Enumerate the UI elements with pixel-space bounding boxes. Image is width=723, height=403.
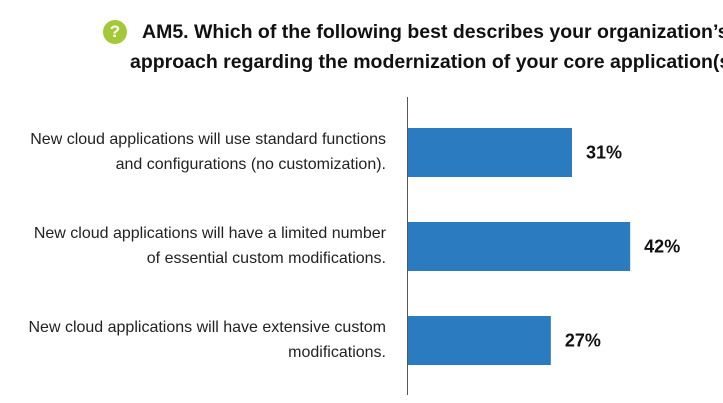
category-label: New cloud applications will have a limit…	[33, 225, 386, 267]
bar	[408, 222, 631, 271]
bar	[408, 316, 551, 365]
data-label: 42%	[644, 237, 680, 257]
question-mark-icon: ?	[103, 20, 127, 44]
category-label: New cloud applications will have extensi…	[28, 319, 386, 361]
title-line-1: AM5. Which of the following best describ…	[142, 21, 723, 43]
bar	[408, 128, 572, 177]
data-label: 31%	[586, 143, 622, 163]
title-line-2: approach regarding the modernization of …	[130, 51, 723, 73]
category-label: New cloud applications will use standard…	[30, 131, 386, 173]
data-label: 27%	[565, 331, 601, 351]
